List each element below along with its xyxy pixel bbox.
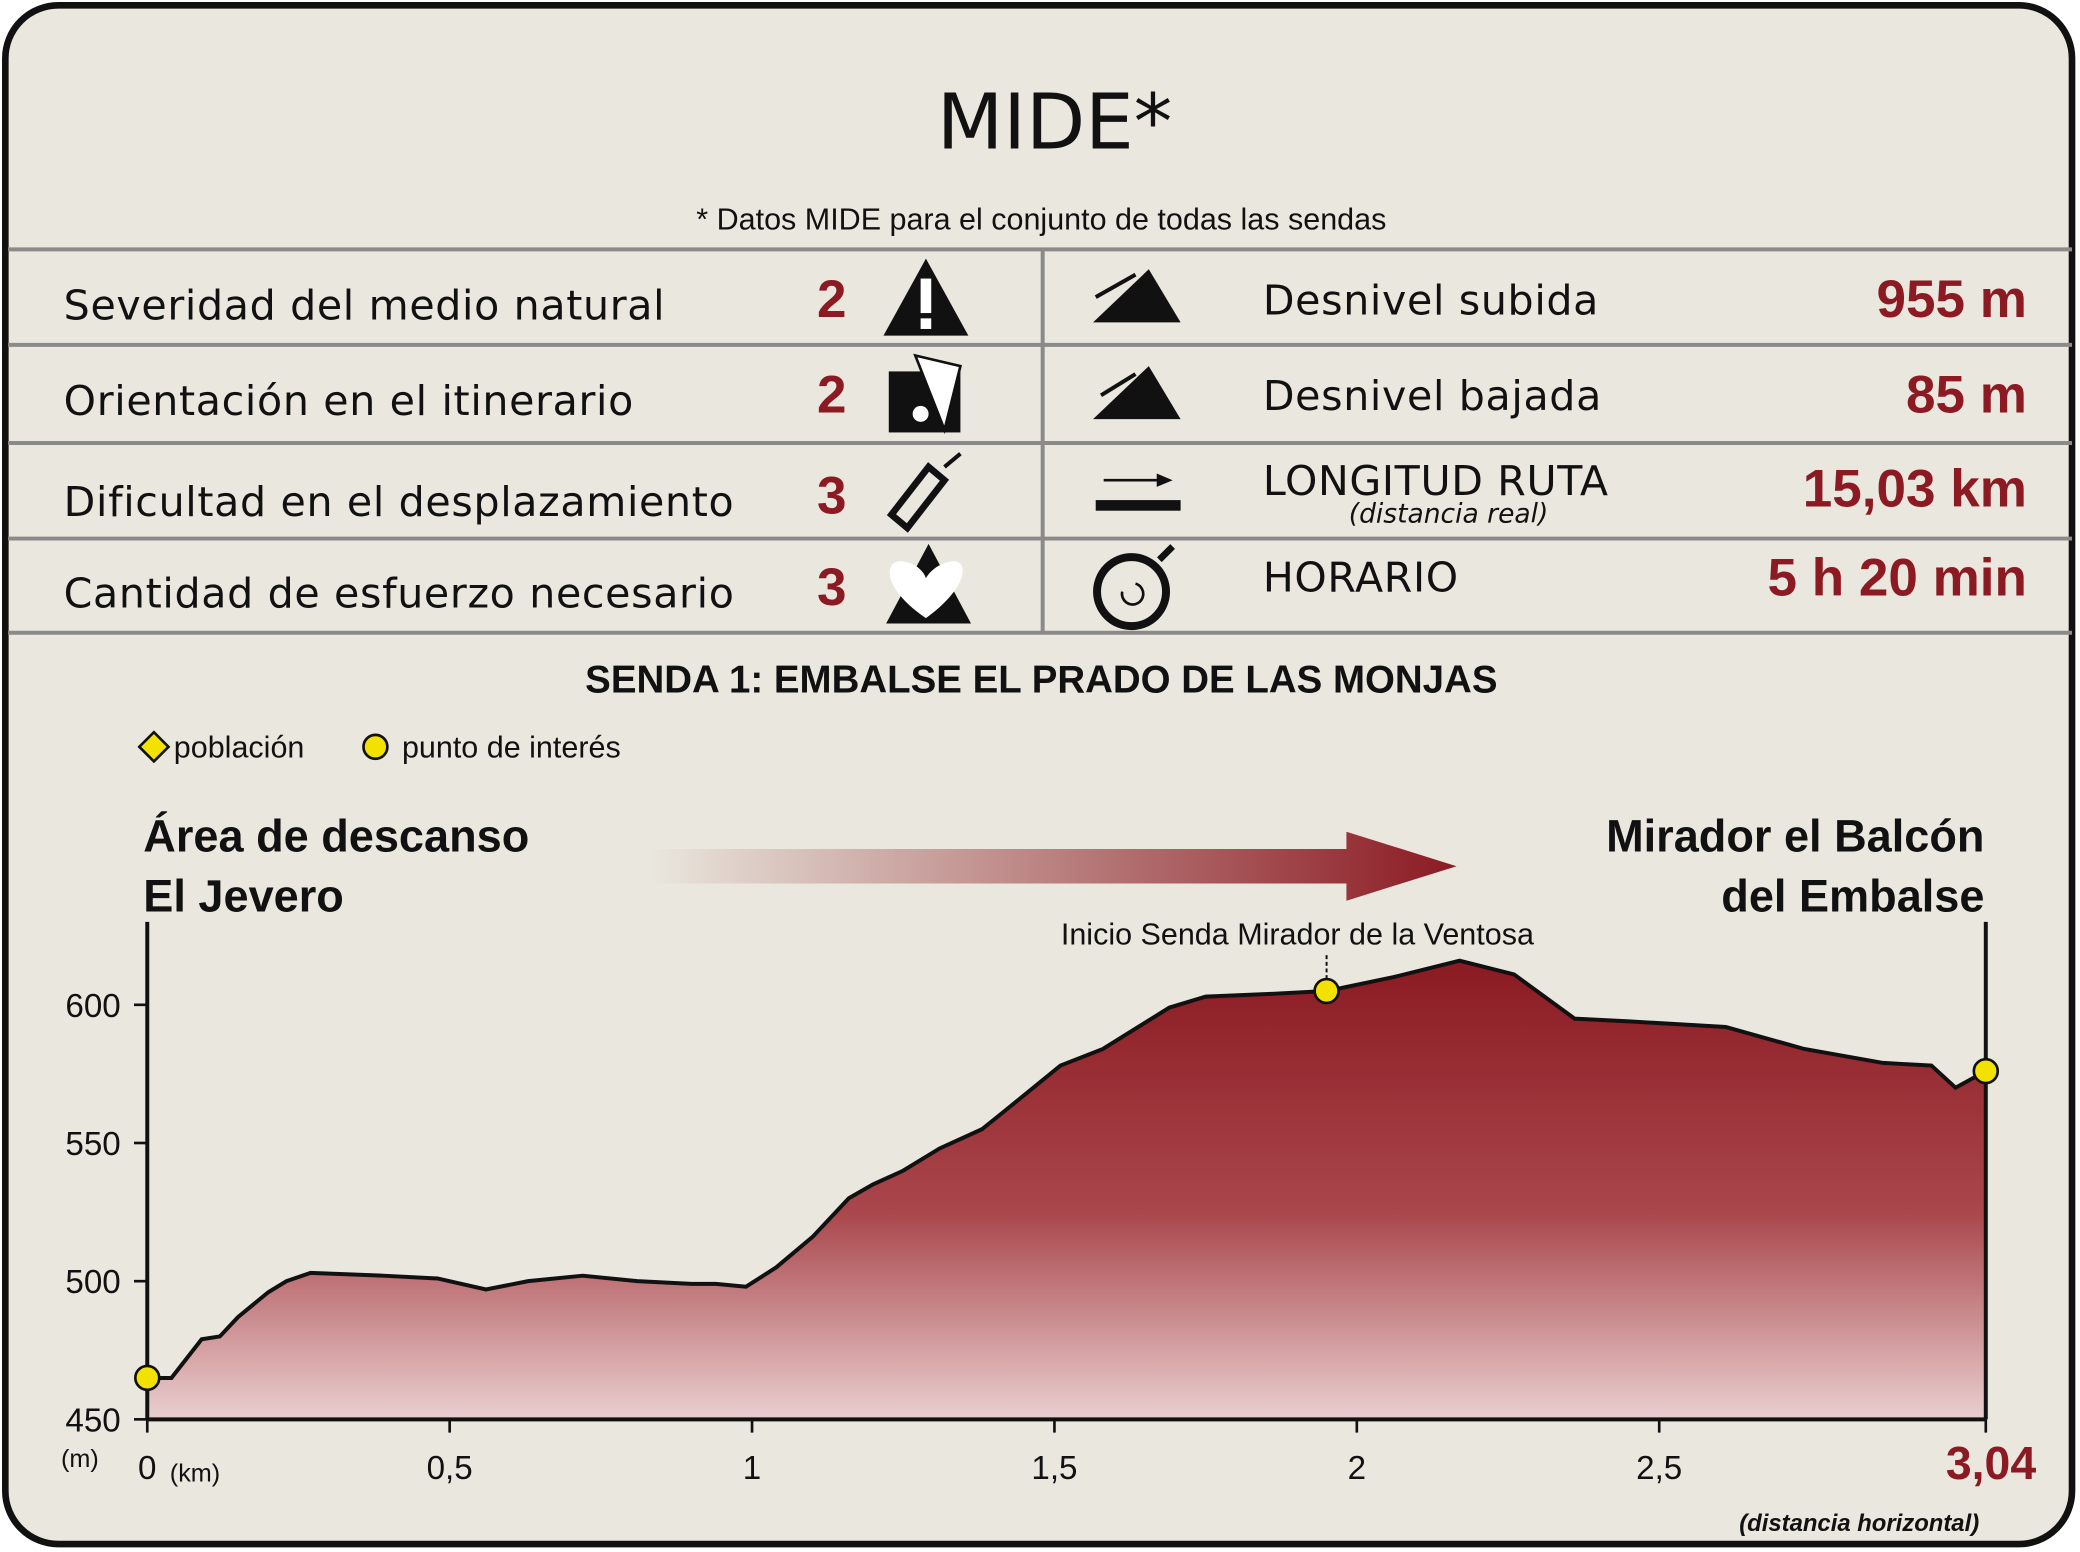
y-tick-label: 500 xyxy=(65,1264,120,1301)
legend-label: población xyxy=(174,730,305,764)
end-label: Mirador el Balcón xyxy=(1606,811,1984,862)
row-label: Cantidad de esfuerzo necesario xyxy=(64,570,735,618)
x-tick-label: 3,04 xyxy=(1946,1437,2037,1489)
table-grid xyxy=(7,247,2073,635)
right-note: (distancia real) xyxy=(1349,499,1549,530)
chart-title: SENDA 1: EMBALSE EL PRADO DE LAS MONJAS xyxy=(585,658,1497,701)
score: 3 xyxy=(817,558,847,617)
x-tick-label: 1,5 xyxy=(1031,1450,1077,1487)
note: * Datos MIDE para el conjunto de todas l… xyxy=(696,202,1386,236)
direction-arrow xyxy=(650,831,1457,901)
right-value: 15,03 km xyxy=(1803,460,2027,519)
end-label: del Embalse xyxy=(1721,870,1984,921)
legend-diamond xyxy=(137,730,171,764)
profile-line xyxy=(147,958,1987,1380)
x-note: (distancia horizontal) xyxy=(1739,1510,1979,1537)
score: 2 xyxy=(817,366,847,425)
right-label: LONGITUD RUTA xyxy=(1263,457,1609,505)
poi-point xyxy=(1972,1057,2000,1085)
right-value: 5 h 20 min xyxy=(1767,549,2026,608)
start-label: El Jevero xyxy=(143,870,344,921)
x-tick-label: 0 xyxy=(138,1450,156,1487)
annotation: Inicio Senda Mirador de la Ventosa xyxy=(1061,918,1534,952)
legend-circle xyxy=(362,733,389,761)
score: 2 xyxy=(817,270,847,329)
right-value: 955 m xyxy=(1876,270,2026,329)
title: MIDE* xyxy=(937,79,1172,168)
x-tick-label: 0,5 xyxy=(427,1450,473,1487)
row-label: Severidad del medio natural xyxy=(64,282,666,330)
x-tick-label: 2,5 xyxy=(1636,1450,1682,1487)
y-tick-label: 450 xyxy=(65,1402,120,1439)
poi-point xyxy=(1313,977,1340,1005)
row-label: Orientación en el itinerario xyxy=(64,377,634,425)
row-label: Dificultad en el desplazamiento xyxy=(64,478,735,526)
y-unit: (m) xyxy=(61,1445,99,1473)
y-tick-label: 600 xyxy=(65,988,120,1025)
right-value: 85 m xyxy=(1906,366,2027,425)
legend-label: punto de interés xyxy=(402,730,621,764)
poi-point xyxy=(134,1364,161,1392)
area-fill xyxy=(147,960,1986,1420)
score: 3 xyxy=(817,466,847,525)
x-tick-label: 2 xyxy=(1348,1450,1366,1487)
right-label: Desnivel bajada xyxy=(1263,372,1602,420)
start-label: Área de descanso xyxy=(143,811,529,862)
icons xyxy=(883,258,1181,631)
x-tick-label: 1 xyxy=(743,1450,761,1487)
y-tick-label: 550 xyxy=(65,1126,120,1163)
right-label: HORARIO xyxy=(1263,554,1459,602)
x-unit: (km) xyxy=(170,1460,220,1488)
right-label: Desnivel subida xyxy=(1263,276,1599,324)
